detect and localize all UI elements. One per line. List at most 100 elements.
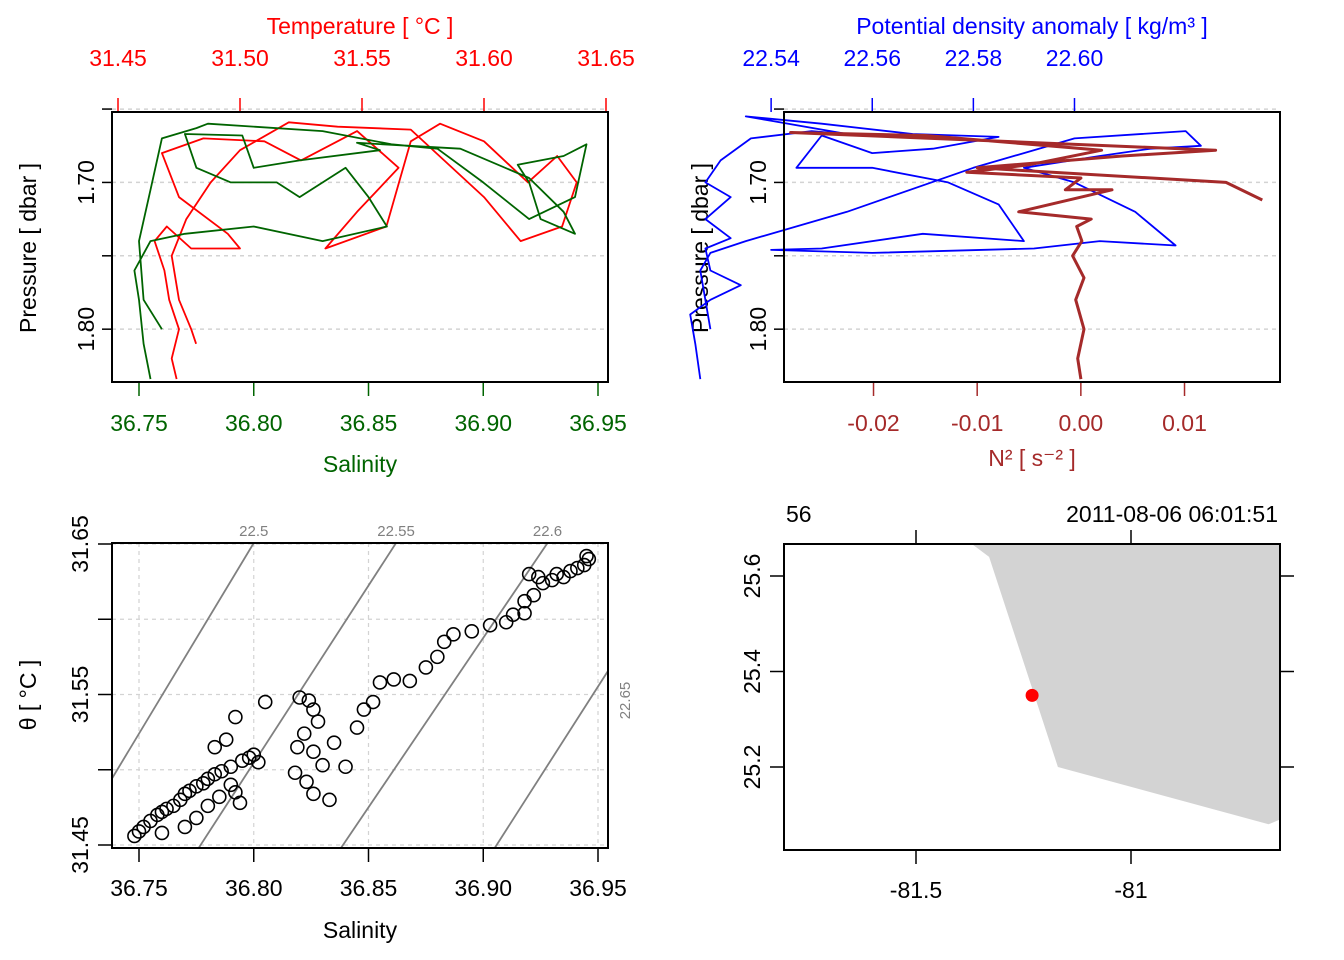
data-point [200,798,216,814]
data-point [436,634,452,650]
data-point [228,709,243,725]
data-point [430,649,445,665]
data-point [579,548,594,564]
data-point [322,792,337,808]
data-point [159,801,174,817]
bottom-tick-label: 36.90 [454,410,512,436]
data-point [482,617,498,633]
data-point [326,735,342,750]
panel-ts-profile: Temperature [ °C ] Salinity Pressure [ d… [15,13,635,477]
data-point [549,566,564,582]
data-point [195,775,211,791]
x-tick-label: -81 [1114,877,1147,903]
bottom-tick-label: 36.95 [569,410,627,436]
bottom-axis-title: Salinity [323,451,398,477]
data-point [127,828,142,844]
y-tick-label: 31.65 [67,515,93,573]
panel-density-n2-profile: Potential density anomaly [ kg/m³ ] N² [… [687,13,1281,471]
data-point [223,777,239,793]
data-point [301,693,317,708]
data-point [563,563,578,579]
isopycnal-line [197,543,397,848]
series-line-potential-density-anomaly [689,115,1202,380]
data-point [154,825,170,841]
data-point [234,753,250,769]
data-point [526,587,542,603]
series-line-n2 [789,131,1263,380]
data-point [356,702,372,717]
data-point [386,672,402,687]
station-marker [1025,688,1039,702]
data-point [310,714,326,729]
data-point [402,673,418,689]
bottom-tick-label: 36.80 [225,410,283,436]
data-point [287,765,303,781]
top-tick-label: 22.54 [742,45,800,71]
data-point [296,726,312,741]
data-point [517,593,532,609]
isopycnal-label: 22.55 [377,523,415,540]
x-tick-label: -81.5 [890,877,942,903]
data-point [498,614,514,630]
x-tick-label: 36.90 [454,875,512,901]
station-id-label: 56 [786,501,812,527]
x-axis-title: Salinity [323,917,398,943]
data-point [212,789,227,805]
panel-ts-diagram: Salinity θ [ °C ] 22.5 22.55 22.6 22.65 36.7… [15,515,634,943]
y-tick-label: 25.4 [739,649,765,694]
data-point [372,675,388,690]
data-point [207,739,223,755]
data-point [521,566,537,582]
data-point [223,759,239,775]
y-tick-label: 1.70 [745,160,771,205]
plot-frame [783,111,1281,383]
bottom-tick-label: -0.02 [847,410,899,436]
y-axis-title: θ [ °C ] [15,660,41,731]
isopycnal-line [340,543,549,848]
plot-frame [111,542,609,849]
x-tick-label: 36.85 [340,875,398,901]
data-point [517,605,532,621]
data-point [189,810,204,826]
isopycnal-label: 22.6 [533,523,562,540]
data-point [228,785,243,800]
isopycnal-line [493,669,608,848]
top-tick-label: 22.56 [843,45,901,71]
top-tick-label: 31.65 [577,45,635,71]
y-tick-label: 31.45 [67,816,93,874]
data-point [446,626,461,642]
bottom-tick-label: 36.75 [110,410,168,436]
top-tick-label: 31.55 [333,45,391,71]
top-tick-label: 31.60 [455,45,513,71]
bottom-tick-label: 36.85 [340,410,398,436]
data-point [464,623,480,639]
data-point [365,694,381,710]
top-axis-title: Temperature [ °C ] [267,13,454,39]
left-axis-title: Pressure [ dbar ] [15,163,41,333]
data-point [570,560,585,576]
x-tick-label: 36.75 [110,875,168,901]
data-point [349,720,365,735]
data-point [207,766,223,782]
station-time-label: 2011-08-06 06:01:51 [1066,501,1278,527]
data-point [505,607,521,623]
bottom-axis-title: N² [ s⁻² ] [988,445,1076,471]
isopycnal-label: 22.5 [239,523,268,540]
isopycnal-line [112,543,255,781]
bottom-tick-label: -0.01 [951,410,1003,436]
data-point [131,824,147,839]
plot-frame [111,111,609,383]
x-tick-label: 36.95 [569,875,627,901]
x-tick-label: 36.80 [225,875,283,901]
isopycnal-label: 22.65 [617,682,634,720]
y-tick-label: 25.6 [739,554,765,599]
data-point [531,569,546,585]
data-point [299,774,314,790]
data-point [306,744,321,759]
series-line-salinity [133,122,588,380]
data-point [315,757,330,773]
y-tick-label: 25.2 [739,745,765,790]
data-point [218,732,234,747]
data-point [251,754,266,770]
map-frame [783,543,1281,851]
